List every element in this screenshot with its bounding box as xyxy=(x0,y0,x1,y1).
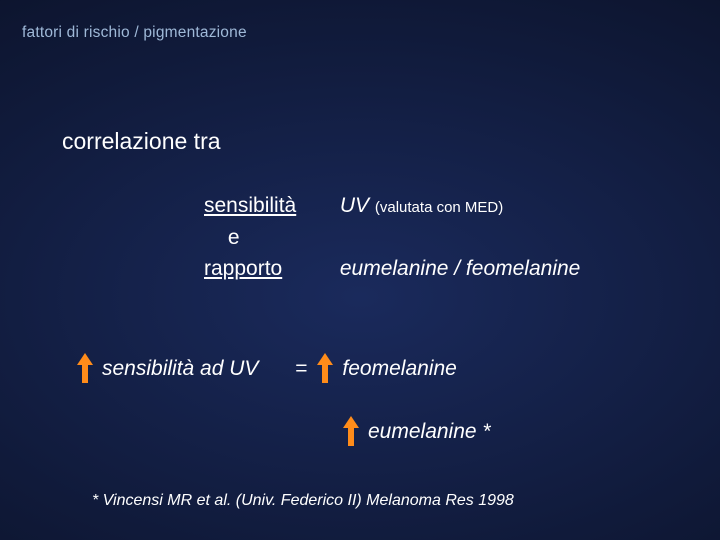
citation-footnote: * Vincensi MR et al. (Univ. Federico II)… xyxy=(92,492,514,510)
value-ratio: eumelanine / feomelanine xyxy=(340,257,581,280)
slide-header: fattori di rischio / pigmentazione xyxy=(22,24,247,42)
line-rapporto: rapporto eumelanine / feomelanine xyxy=(204,253,580,285)
line-e: e xyxy=(204,222,580,254)
up-arrow-icon xyxy=(344,418,358,446)
equation-row: sensibilità ad UV = feomelanine xyxy=(78,355,457,383)
correlation-title: correlazione tra xyxy=(62,128,221,155)
eumelanine-label: eumelanine * xyxy=(368,420,491,444)
label-rapporto: rapporto xyxy=(204,253,334,285)
up-arrow-icon xyxy=(78,355,92,383)
equals-sign: = xyxy=(284,357,318,381)
eumelanine-row: eumelanine * xyxy=(310,418,491,446)
sens-uv-label: sensibilità ad UV xyxy=(102,357,258,381)
up-arrow-icon xyxy=(318,355,332,383)
line-sensibilita: sensibilità UV (valutata con MED) xyxy=(204,190,580,222)
note-med: (valutata con MED) xyxy=(375,199,503,216)
definition-block: sensibilità UV (valutata con MED) e rapp… xyxy=(204,190,580,285)
conj-e: e xyxy=(228,226,240,249)
feomelanine-label: feomelanine xyxy=(342,357,456,381)
value-uv: UV xyxy=(340,194,369,217)
label-sensibilita: sensibilità xyxy=(204,190,334,222)
